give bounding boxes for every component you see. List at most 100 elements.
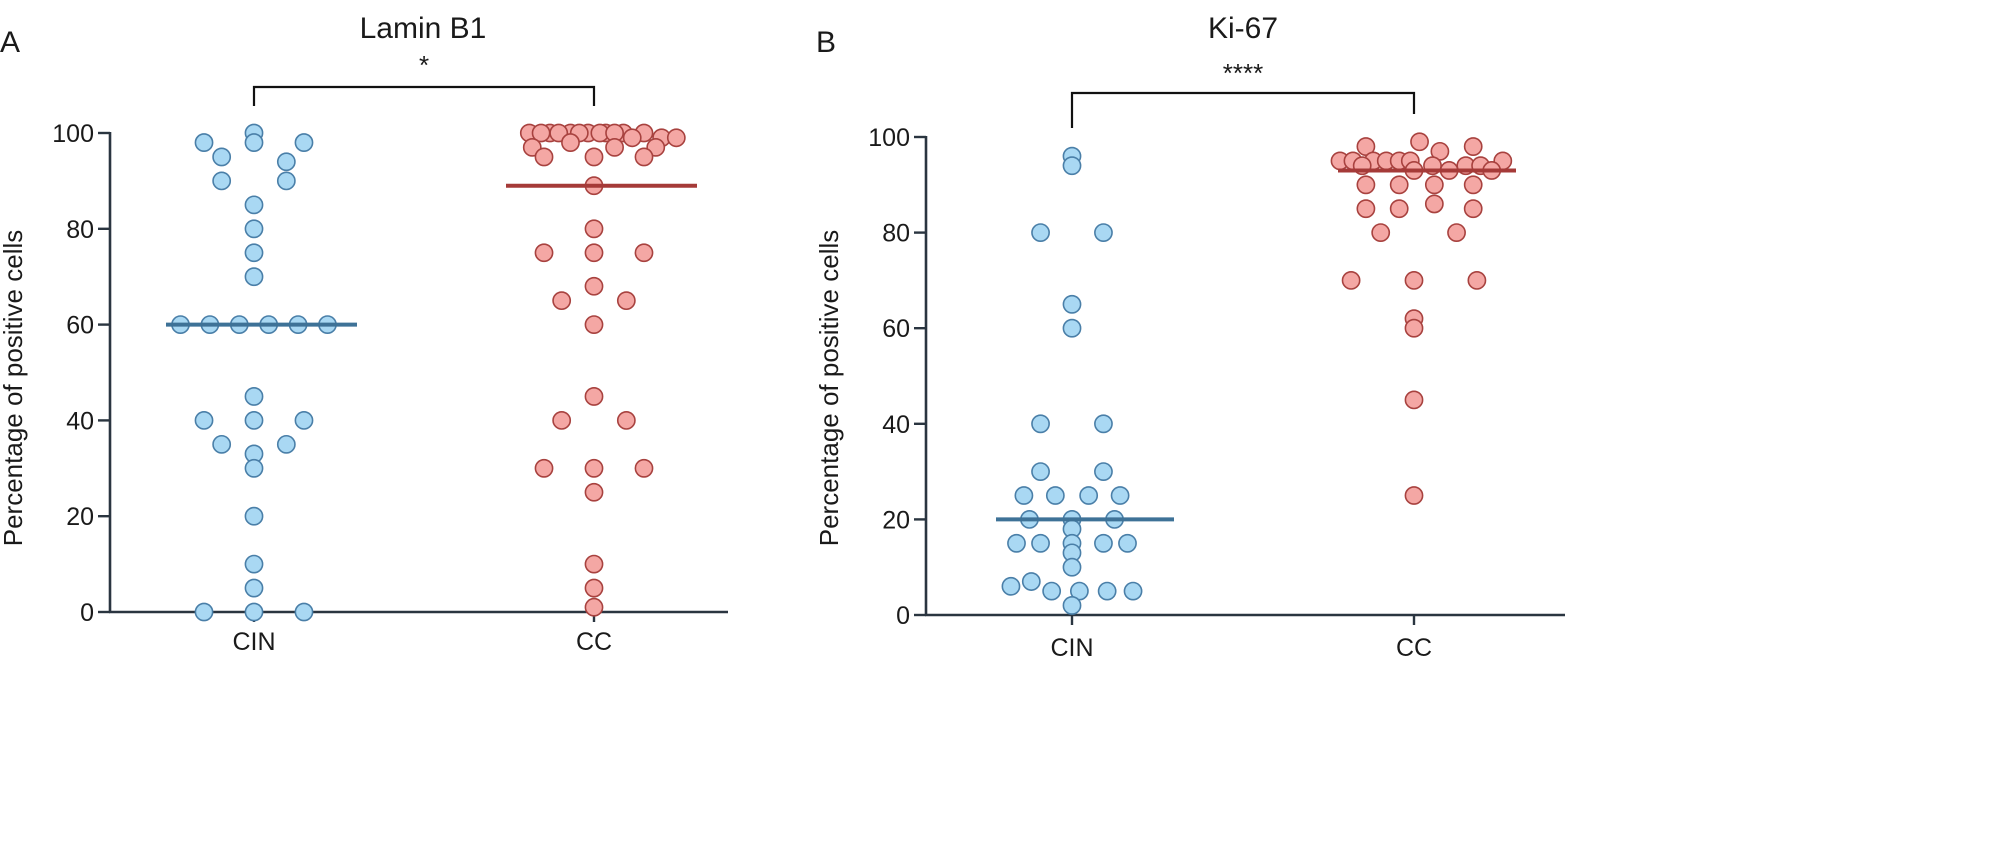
data-point-cin xyxy=(294,410,314,430)
panel-a-title: Lamin B1 xyxy=(360,12,487,45)
panel-a-significance: * xyxy=(419,50,429,80)
panel-b-significance-bracket xyxy=(1070,91,1416,128)
x-tick-label: CIN xyxy=(1050,634,1093,662)
y-tick-label: 100 xyxy=(52,120,94,148)
data-point-cin xyxy=(1079,486,1099,505)
data-point-cc xyxy=(584,315,604,335)
data-point-cin xyxy=(1031,414,1050,434)
x-tick-label: CC xyxy=(1396,634,1432,662)
data-point-cc xyxy=(534,243,554,263)
data-point-cin xyxy=(1094,414,1113,434)
y-tick-label: 40 xyxy=(66,407,94,435)
data-point-cin xyxy=(1123,581,1143,601)
panel-b-ylabel: Percentage of positive cells xyxy=(814,230,844,547)
panel-b-title: Ki-67 xyxy=(1208,12,1278,45)
data-point-cin xyxy=(244,410,264,430)
data-point-cin xyxy=(244,267,264,287)
data-point-cc xyxy=(584,554,604,574)
data-point-cin xyxy=(1031,533,1050,553)
y-tick-label: 0 xyxy=(80,599,94,627)
data-point-cc xyxy=(561,133,580,152)
y-tick-label: 0 xyxy=(896,602,910,630)
data-point-cin xyxy=(1097,581,1117,601)
figure: A Lamin B1 Percentage of positive cells … xyxy=(0,12,1565,662)
data-point-cin xyxy=(244,133,264,152)
data-point-cin xyxy=(212,171,232,191)
panel-a-significance-bracket xyxy=(252,85,596,106)
panel-a: A Lamin B1 Percentage of positive cells … xyxy=(0,12,728,656)
data-point-cc xyxy=(1463,199,1483,219)
data-point-cc xyxy=(584,458,604,478)
data-point-cc xyxy=(616,410,636,430)
panel-a-label: A xyxy=(0,26,20,59)
data-point-cin xyxy=(1031,462,1050,482)
data-point-cc xyxy=(605,137,624,157)
data-point-cc xyxy=(584,243,604,263)
data-point-cin xyxy=(1062,294,1082,314)
data-point-cc xyxy=(1356,175,1376,195)
panel-a-ticks: 0 20 40 60 80 100 CIN CC xyxy=(52,120,612,656)
data-point-cin xyxy=(294,133,314,152)
panel-b-points xyxy=(1001,132,1513,615)
data-point-cc xyxy=(1341,270,1361,290)
data-point-cc xyxy=(1389,175,1409,195)
data-point-cc xyxy=(622,128,642,148)
panel-a-medians xyxy=(166,183,697,327)
data-point-cc xyxy=(1447,223,1466,243)
data-point-cc xyxy=(1463,137,1483,156)
data-point-cc xyxy=(584,147,604,167)
data-point-cc xyxy=(1404,390,1424,410)
data-point-cc xyxy=(534,147,554,167)
data-point-cc xyxy=(1389,199,1409,219)
data-point-cc xyxy=(552,410,572,430)
y-tick-label: 60 xyxy=(66,312,94,340)
panel-b-label: B xyxy=(816,26,836,59)
y-tick-label: 40 xyxy=(882,411,910,439)
data-point-cc xyxy=(584,219,604,239)
data-point-cc xyxy=(1410,132,1429,152)
data-point-cin xyxy=(1094,462,1113,482)
data-point-cc xyxy=(634,147,654,167)
data-point-cc xyxy=(584,578,604,598)
y-tick-label: 80 xyxy=(66,216,94,244)
data-point-cc xyxy=(1467,270,1487,290)
data-point-cc xyxy=(1424,194,1444,214)
data-point-cin xyxy=(244,387,264,406)
data-point-cin xyxy=(212,147,232,167)
data-point-cin xyxy=(244,506,264,526)
data-point-cin xyxy=(1062,596,1082,615)
data-point-cc xyxy=(666,128,686,148)
data-point-cin xyxy=(276,171,296,191)
data-point-cin xyxy=(244,578,264,598)
data-point-cin xyxy=(1062,156,1082,176)
data-point-cc xyxy=(1404,270,1424,290)
data-point-cc xyxy=(616,291,636,311)
panel-a-points xyxy=(171,123,686,622)
y-tick-label: 20 xyxy=(882,506,910,534)
data-point-cc xyxy=(1463,175,1483,195)
data-point-cin xyxy=(244,243,264,263)
data-point-cc xyxy=(634,243,654,263)
y-tick-label: 100 xyxy=(868,124,910,152)
data-point-cin xyxy=(244,554,264,574)
data-point-cin xyxy=(1031,223,1050,243)
data-point-cin xyxy=(1094,223,1113,243)
data-point-cc xyxy=(1404,318,1424,338)
data-point-cin xyxy=(1007,533,1026,553)
data-point-cin xyxy=(1062,557,1082,577)
data-point-cin xyxy=(194,133,214,152)
y-tick-label: 60 xyxy=(882,315,910,343)
x-tick-label: CIN xyxy=(232,628,275,656)
data-point-cc xyxy=(534,458,554,478)
data-point-cc xyxy=(584,597,604,617)
panel-b: B Ki-67 Percentage of positive cells ***… xyxy=(814,12,1565,662)
data-point-cin xyxy=(1042,581,1062,601)
data-point-cin xyxy=(244,195,264,215)
data-point-cin xyxy=(244,602,264,622)
panel-b-medians xyxy=(996,168,1516,522)
data-point-cin xyxy=(1094,533,1113,553)
data-point-cin xyxy=(276,152,296,172)
data-point-cin xyxy=(1021,572,1041,591)
data-point-cc xyxy=(552,291,572,311)
data-point-cc xyxy=(634,458,654,478)
